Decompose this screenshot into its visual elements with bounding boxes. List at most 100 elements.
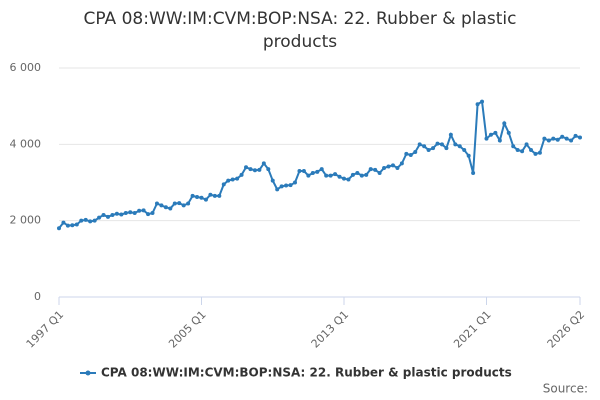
data-point [328,173,333,178]
data-point [497,138,502,143]
data-point [279,184,284,189]
series-line [58,99,581,229]
data-point [364,172,369,177]
x-tick-label: 1997 Q1 [24,308,67,351]
y-tick-label: 2 000 [10,214,42,227]
data-point [168,206,173,211]
data-point [284,183,289,188]
data-point [97,215,102,220]
data-point [435,141,440,146]
data-point [288,183,293,188]
data-point [172,201,177,206]
data-point [546,138,551,143]
data-point [493,130,498,135]
data-point [248,167,253,172]
data-point [70,223,75,228]
data-point [333,172,338,177]
data-point [150,211,155,216]
data-point [484,136,489,141]
data-point [137,208,142,213]
data-point [520,149,525,154]
data-point [578,135,582,140]
data-point [270,178,275,183]
data-point [92,218,97,223]
data-point [480,99,485,104]
data-point [79,218,84,223]
data-point [203,197,208,202]
data-point [337,174,342,179]
data-point [74,222,79,227]
data-point [368,167,373,172]
data-point [177,201,182,206]
data-point [417,142,422,147]
data-point [257,167,262,172]
x-tick-label: 2021 Q1 [451,308,494,351]
data-point [195,195,200,200]
data-point [542,136,547,141]
data-point [524,142,529,147]
data-point [551,136,556,141]
data-point [226,178,231,183]
data-point [119,212,124,217]
data-point [110,212,115,217]
data-point [426,148,431,153]
y-tick-label: 4 000 [10,137,42,150]
data-point [466,153,471,158]
data-point [462,148,467,153]
data-point [355,170,360,175]
data-point [154,201,159,206]
data-point [413,149,418,154]
x-tick-label: 2026 Q2 [545,308,588,351]
data-point [235,176,240,181]
data-point [132,211,137,216]
data-point [444,146,449,151]
data-point [105,214,110,219]
data-point [395,165,400,170]
data-point [346,177,351,182]
data-point [511,144,516,149]
data-point [123,211,128,216]
data-point [159,203,164,208]
y-tick-label: 0 [34,290,41,303]
data-point [297,169,302,174]
data-point [569,138,574,143]
data-point [350,172,355,177]
data-point [382,165,387,170]
data-point [181,203,186,208]
data-point [537,150,542,155]
data-point [390,163,395,168]
data-point [457,144,462,149]
data-point [560,134,565,139]
data-point [275,187,280,192]
data-point [399,161,404,166]
data-point [408,153,413,158]
data-point [239,172,244,177]
data-point [293,180,298,185]
data-point [315,169,320,174]
data-point [101,212,106,217]
data-point [488,132,493,137]
data-point [386,164,391,169]
data-point [377,170,382,175]
data-point [506,130,511,135]
data-point [217,193,222,198]
data-point [261,161,266,166]
data-point [252,168,257,173]
data-point [83,217,88,222]
data-point [57,226,61,231]
data-point [341,176,346,181]
data-point [163,205,168,210]
data-point [515,148,520,153]
legend-marker [85,370,91,376]
data-point [88,219,93,224]
data-point [555,137,560,142]
data-point [359,173,364,178]
data-point [422,144,427,149]
data-point [212,193,217,198]
data-point [453,142,458,147]
data-point [190,193,195,198]
data-point [324,173,329,178]
data-point [564,136,569,141]
